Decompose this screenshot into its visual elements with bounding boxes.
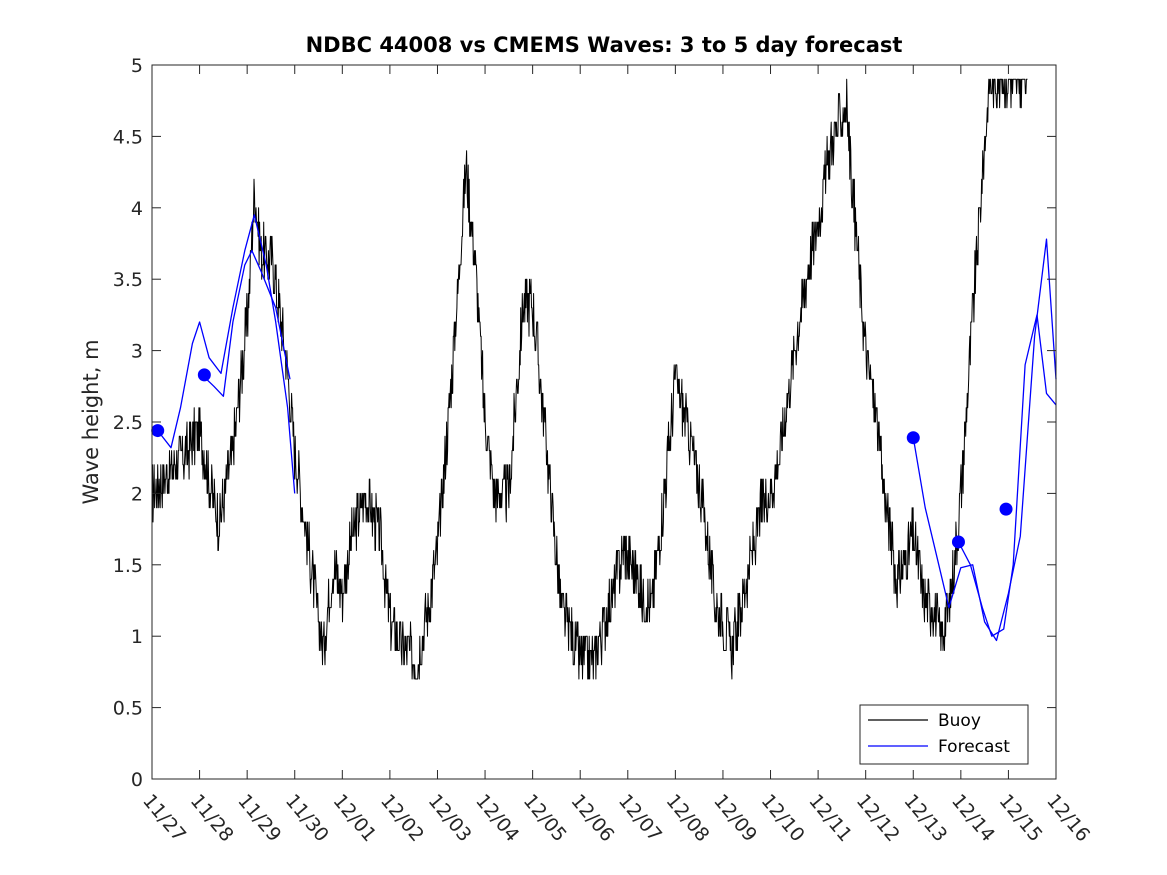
legend-box bbox=[859, 704, 1029, 765]
y-tick-label: 2 bbox=[131, 483, 143, 505]
y-tick-label: 0 bbox=[131, 769, 143, 791]
forecast-series-line bbox=[152, 214, 296, 494]
y-tick-label: 0.5 bbox=[113, 698, 143, 720]
legend-buoy-label: Buoy bbox=[938, 711, 981, 731]
forecast-series-line bbox=[201, 249, 291, 397]
forecast-series-line bbox=[957, 314, 1057, 637]
legend: Buoy Forecast bbox=[859, 704, 1029, 765]
forecast-start-marker bbox=[951, 535, 965, 549]
buoy-series-line bbox=[151, 78, 1028, 680]
y-axis-label: Wave height, m bbox=[79, 339, 103, 504]
y-tick-label: 1 bbox=[131, 626, 143, 648]
y-tick-label: 2.5 bbox=[113, 412, 143, 434]
y-tick-label: 1.5 bbox=[113, 555, 143, 577]
y-axis-ticks: 0 0.5 1 1.5 2 2.5 3 3.5 4 4.5 5 bbox=[113, 55, 1056, 791]
forecast-start-marker bbox=[197, 368, 211, 382]
plot-lines bbox=[151, 78, 1057, 680]
chart-title: NDBC 44008 vs CMEMS Waves: 3 to 5 day fo… bbox=[306, 33, 903, 57]
plot-markers bbox=[151, 368, 1013, 549]
y-tick-label: 4 bbox=[131, 198, 143, 220]
y-tick-label: 3 bbox=[131, 341, 143, 363]
y-tick-label: 4.5 bbox=[113, 126, 143, 148]
forecast-start-marker bbox=[999, 502, 1013, 516]
y-tick-label: 5 bbox=[131, 55, 143, 77]
legend-forecast-label: Forecast bbox=[938, 737, 1010, 757]
y-tick-label: 3.5 bbox=[113, 269, 143, 291]
forecast-start-marker bbox=[906, 431, 920, 445]
forecast-series-line bbox=[912, 238, 1057, 642]
forecast-start-marker bbox=[151, 424, 165, 438]
